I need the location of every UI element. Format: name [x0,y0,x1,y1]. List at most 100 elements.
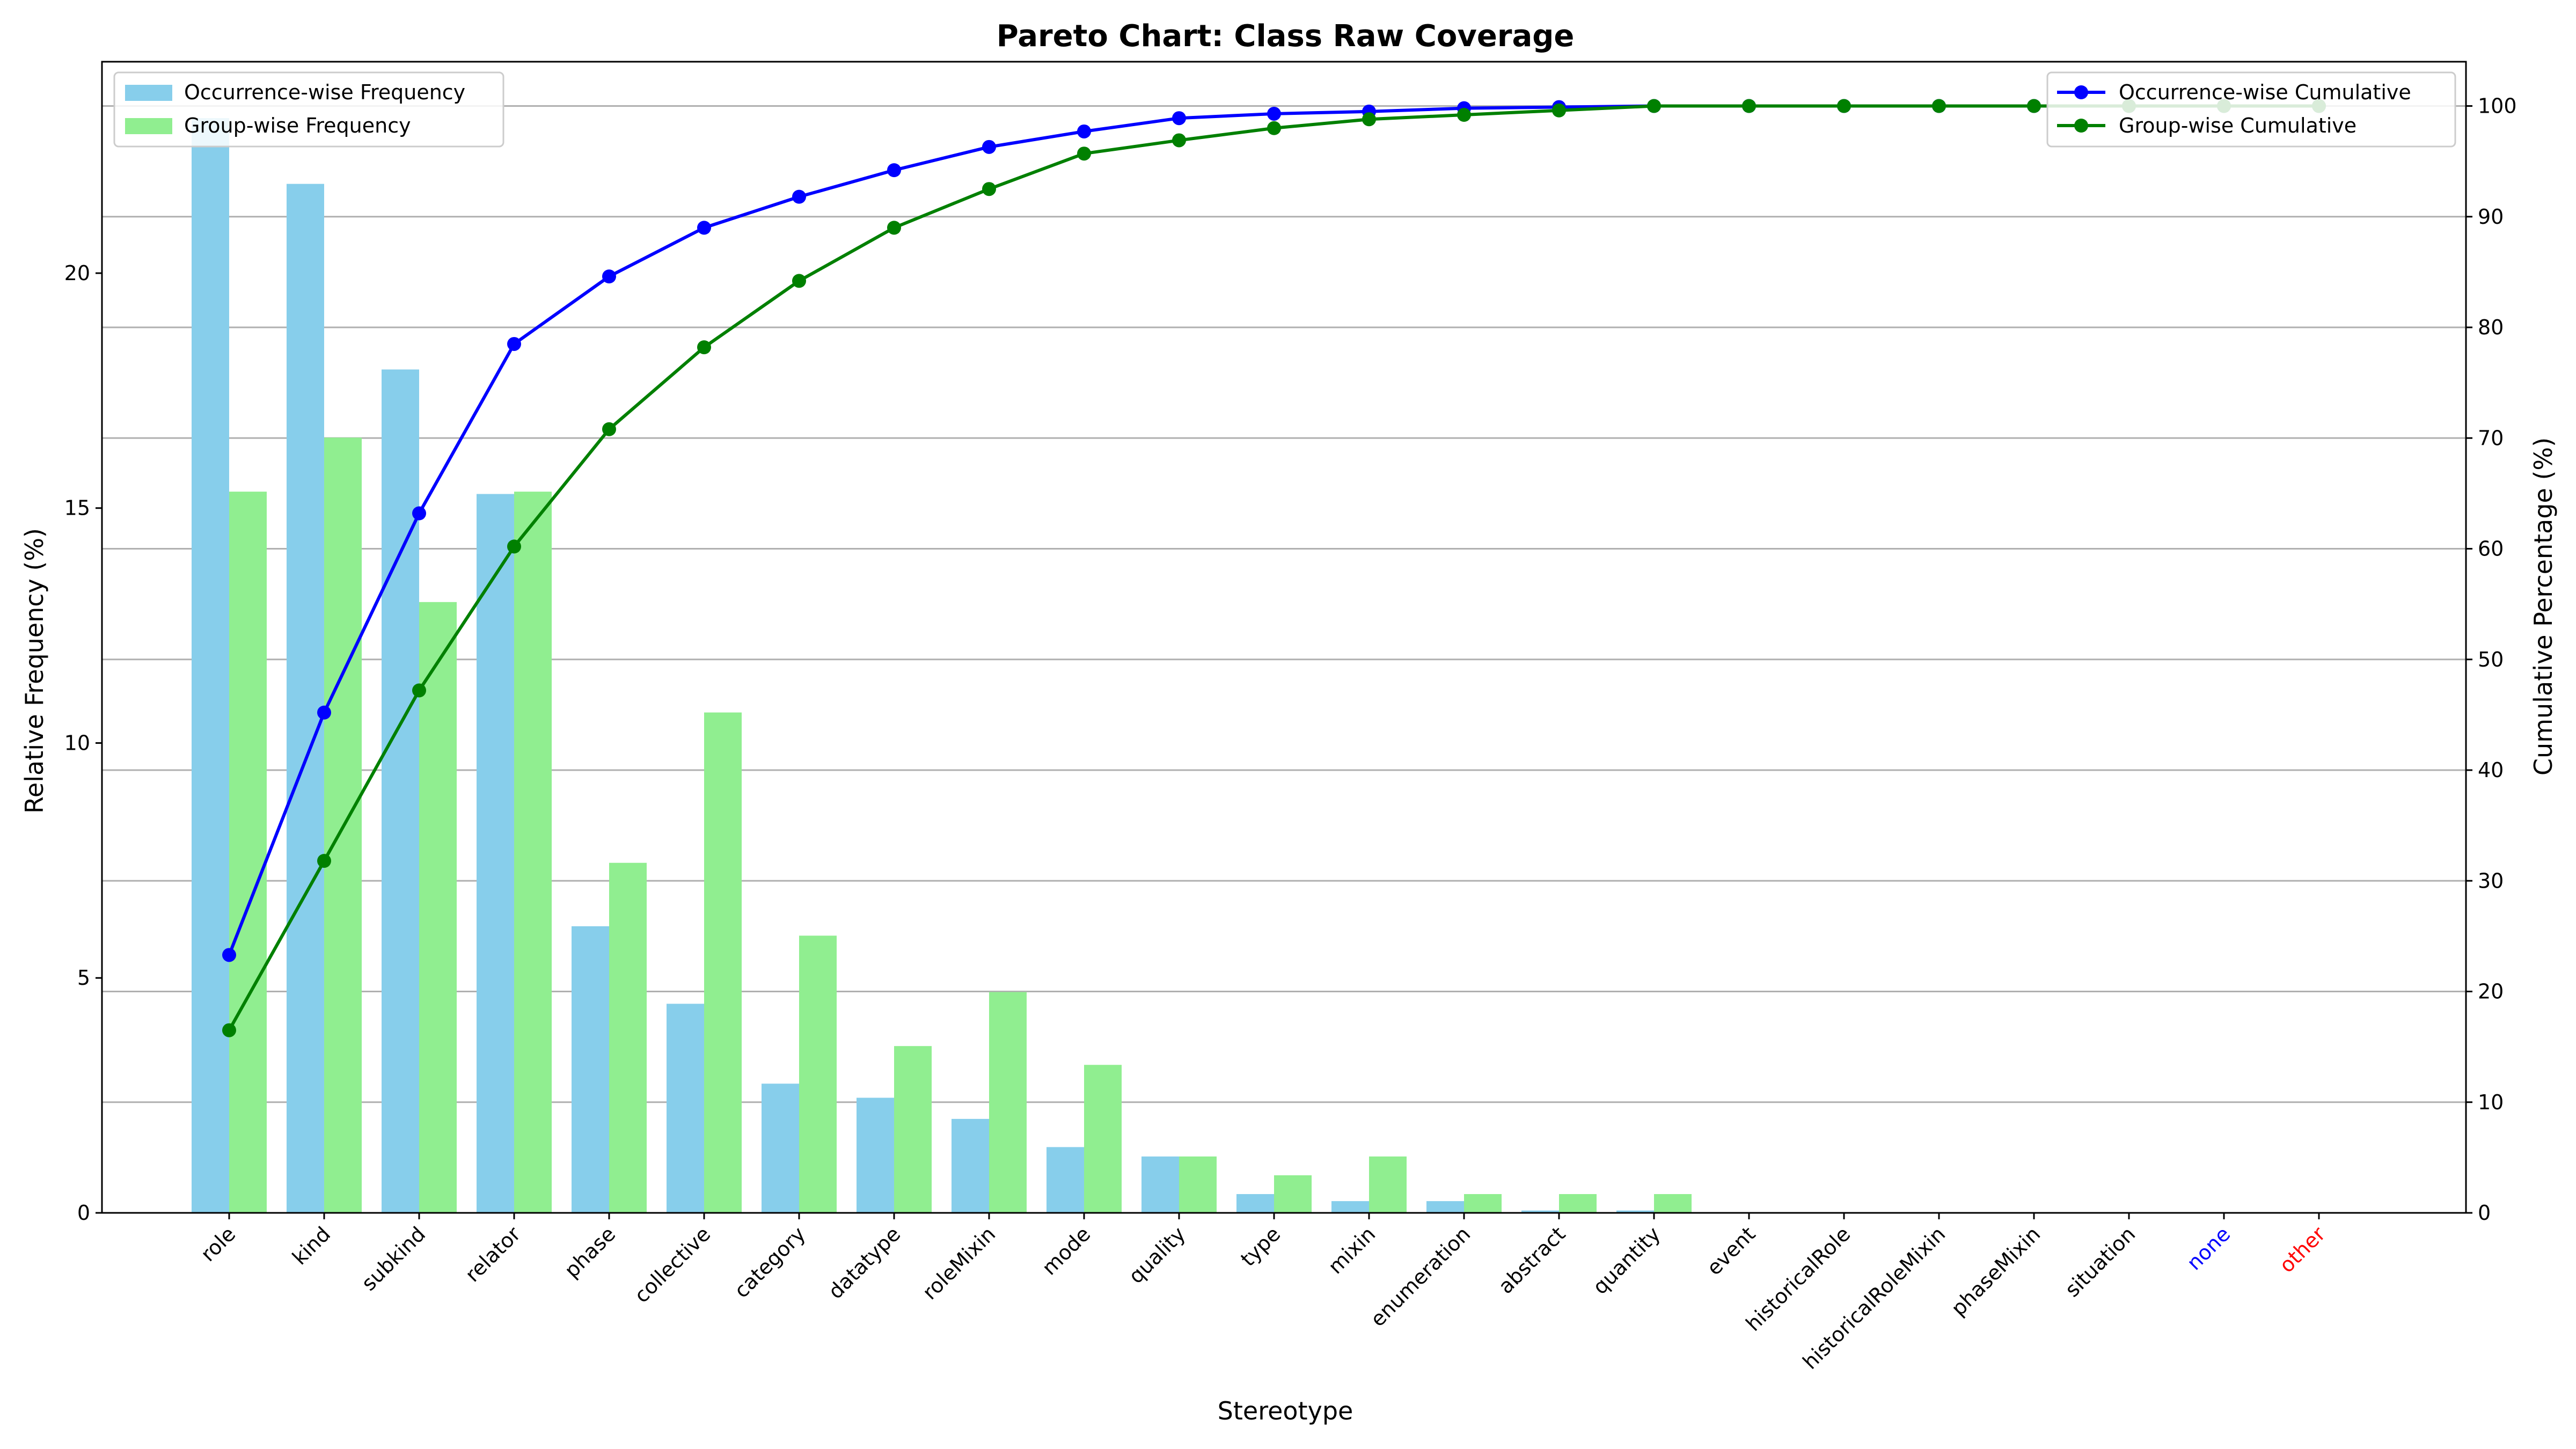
occurrence-bar [1046,1147,1084,1213]
chart-title: Pareto Chart: Class Raw Coverage [997,19,1575,54]
legend-label-group-cumulative: Group-wise Cumulative [2119,114,2357,137]
y2-tick-label: 0 [2478,1201,2491,1225]
occurrence-cumulative-point [317,705,331,720]
legend-swatch-occurrence [125,85,172,101]
group-cumulative-point [602,422,616,436]
x-tick-label: role [196,1222,240,1266]
occurrence-bar [192,118,229,1213]
y-tick-label: 20 [64,261,90,285]
group-cumulative-point [1837,99,1851,113]
occurrence-cumulative-point [887,163,901,178]
group-bar [1654,1194,1692,1213]
occurrence-bar [1521,1210,1559,1213]
y2-tick-label: 80 [2478,316,2504,339]
group-cumulative-point [1552,103,1566,118]
x-tick-label: mode [1037,1222,1095,1279]
bar-legend-box [113,71,504,148]
x-tick-label: situation [2060,1222,2140,1301]
y-tick-label: 15 [64,496,90,520]
x-tick-label: phaseMixin [1946,1222,2045,1320]
y2-tick-label: 90 [2478,205,2504,229]
legend-marker-group [2074,119,2088,133]
group-cumulative-point [887,221,901,235]
x-tick-label: abstract [1494,1222,1570,1298]
group-cumulative-point [1647,99,1661,113]
group-bar [894,1046,932,1213]
occurrence-cumulative-point [792,189,806,204]
group-bar [609,862,647,1213]
y2-tick-label: 50 [2478,648,2504,671]
group-bar [1559,1194,1597,1213]
group-bar [229,492,267,1213]
legend-swatch-group [125,118,172,134]
x-tick-label: collective [630,1222,715,1307]
group-cumulative-point [982,182,996,196]
y2-axis-label: Cumulative Percentage (%) [2529,437,2558,775]
occurrence-cumulative-point [1267,106,1281,121]
occurrence-cumulative-point [507,336,521,351]
group-cumulative-point [1077,147,1091,161]
x-tick-label: category [729,1222,810,1302]
y2-tick-label: 30 [2478,869,2504,892]
group-cumulative-point [412,683,426,698]
x-tick-label: roleMixin [918,1222,1000,1304]
group-bar [989,992,1027,1213]
x-tick-label: relator [460,1222,525,1286]
plot-area: 0 5 10 15 20 0 10 20 30 40 50 60 70 80 90 100 role kind su… [64,61,2517,1374]
occurrence-cumulative-point [982,140,996,154]
group-bar [1274,1175,1312,1213]
occurrence-bar [1616,1210,1654,1213]
x-tick-label: phase [560,1222,620,1282]
group-bar [1464,1194,1502,1213]
group-cumulative-point [1267,121,1281,135]
x-tick-label: quantity [1588,1222,1665,1299]
group-cumulative-point [222,1023,236,1037]
x-tick-label: event [1702,1222,1760,1280]
group-cumulative-point [792,274,806,288]
occurrence-bar [1141,1156,1179,1213]
occurrence-bar [1236,1194,1274,1213]
y2-tick-label: 100 [2478,94,2517,118]
y-tick-label: 5 [77,966,90,990]
x-tick-label: other [2275,1222,2330,1277]
occurrence-bar [952,1118,989,1213]
x-tick-label: type [1236,1222,1285,1271]
group-cumulative-point [1457,108,1471,122]
group-cumulative-point [1362,112,1376,127]
x-tick-label: enumeration [1366,1222,1475,1331]
occurrence-bar [382,369,419,1213]
occurrence-cumulative-point [602,269,616,284]
occurrence-cumulative-point [412,506,426,521]
occurrence-bar [762,1084,799,1213]
group-bar [799,935,837,1213]
group-cumulative-point [507,539,521,554]
x-axis-label: Stereotype [1218,1396,1353,1425]
occurrence-cumulative-point [1172,111,1186,126]
x-tick-label: datatype [824,1222,905,1304]
group-cumulative-point [2027,99,2041,113]
y-tick-label: 0 [77,1201,90,1225]
group-cumulative-point [697,340,711,355]
y-tick-label: 10 [64,731,90,755]
plot-frame [101,61,2467,1214]
group-cumulative-point [1172,133,1186,148]
line-legend-box [2046,71,2456,148]
occurrence-bar [857,1097,894,1213]
legend-label-group-frequency: Group-wise Frequency [184,114,411,137]
y2-tick-label: 40 [2478,758,2504,782]
legend-label-occurrence-frequency: Occurrence-wise Frequency [184,80,465,104]
y2-tick-label: 60 [2478,537,2504,561]
legend-label-occurrence-cumulative: Occurrence-wise Cumulative [2119,80,2411,104]
group-bar [1369,1156,1407,1213]
occurrence-cumulative-point [222,948,236,962]
x-tick-label: subkind [357,1222,430,1295]
y-axis-label: Relative Frequency (%) [20,528,49,814]
y2-tick-label: 20 [2478,980,2504,1004]
occurrence-bar [1331,1201,1369,1213]
y2-tick-label: 70 [2478,426,2504,450]
group-cumulative-point [1742,99,1756,113]
x-tick-label: quality [1124,1222,1190,1288]
occurrence-bar [572,926,609,1213]
